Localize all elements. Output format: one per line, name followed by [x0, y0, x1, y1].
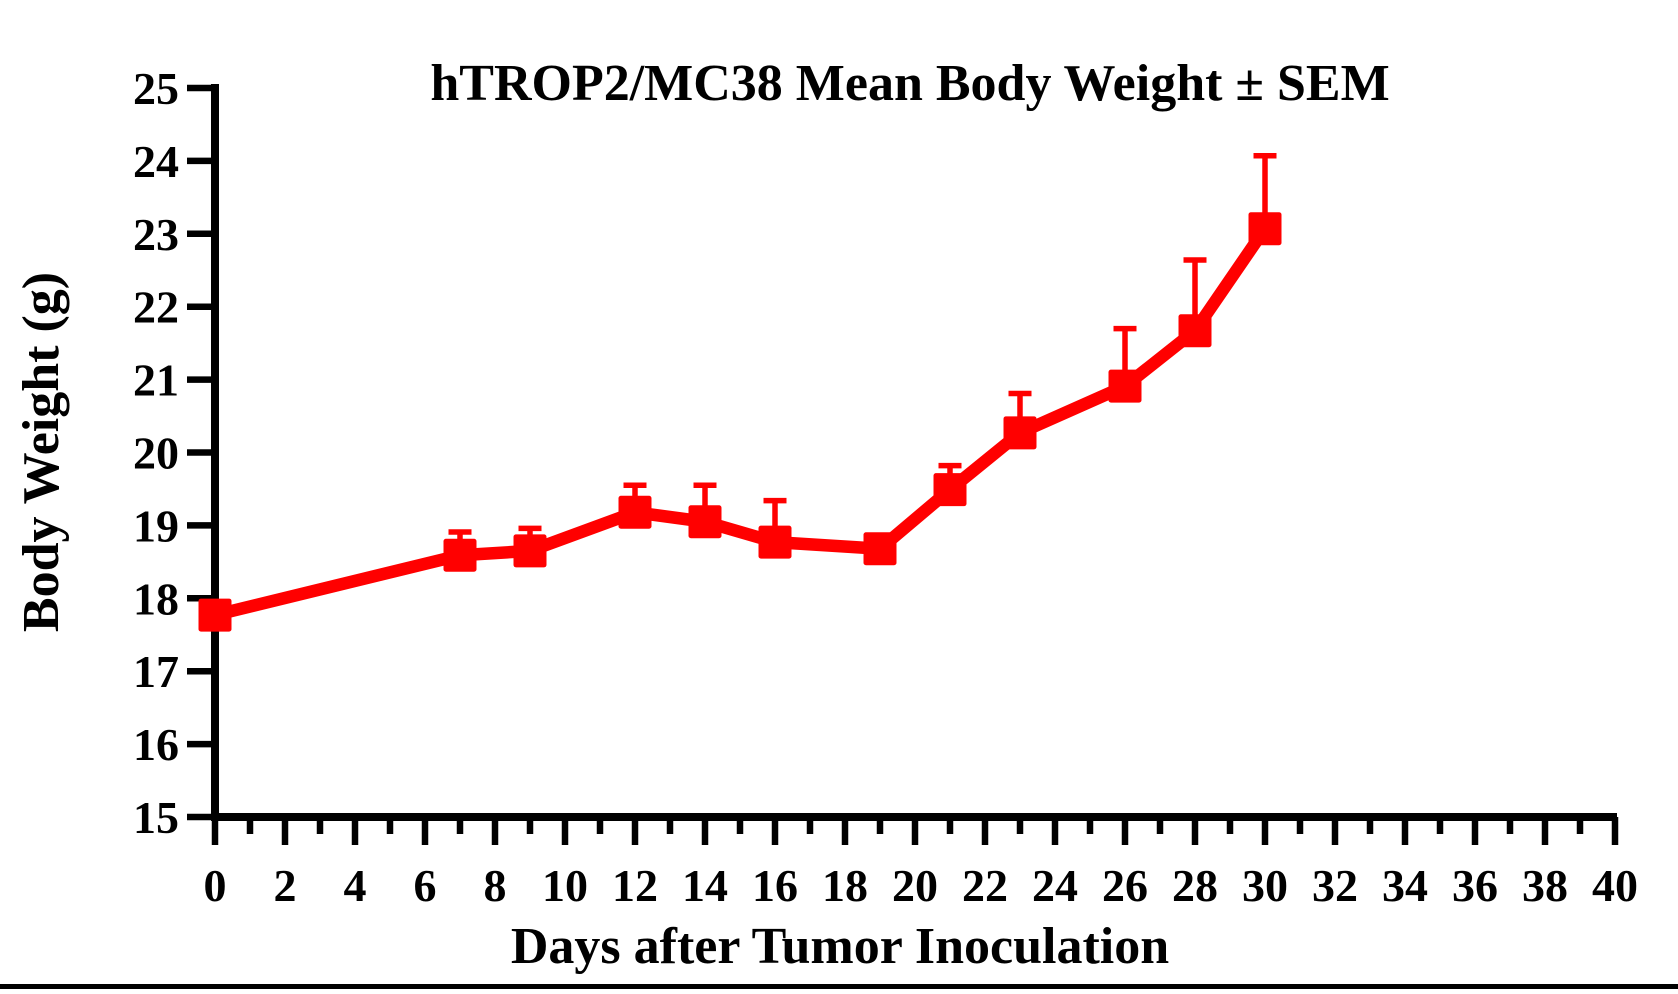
x-tick-label: 26: [1102, 860, 1148, 911]
y-tick-label: 22: [133, 282, 179, 333]
y-tick-label: 16: [133, 719, 179, 770]
data-point-day-12: [618, 495, 652, 529]
x-tick-label: 24: [1032, 860, 1078, 911]
x-tick-label: 20: [892, 860, 938, 911]
x-tick-label: 40: [1592, 860, 1638, 911]
data-point-day-19: [863, 532, 897, 566]
data-point-day-7: [443, 538, 477, 572]
data-point-day-23: [1003, 416, 1037, 450]
tick-labels-layer: 0 2 4 6 8 10 12 14 16 18 20 22 24 26 28 30 32 34 36 38 40151…: [133, 63, 1638, 911]
y-tick-label: 24: [133, 136, 179, 187]
x-tick-label: 32: [1312, 860, 1358, 911]
y-tick-label: 20: [133, 428, 179, 479]
x-tick-label: 34: [1382, 860, 1428, 911]
data-point-day-0: [198, 598, 232, 632]
x-tick-label: 18: [822, 860, 868, 911]
data-point-day-30: [1248, 212, 1282, 246]
data-point-day-26: [1108, 369, 1142, 403]
y-tick-label: 17: [133, 646, 179, 697]
x-tick-label: 30: [1242, 860, 1288, 911]
y-tick-label: 25: [133, 63, 179, 114]
x-tick-label: 12: [612, 860, 658, 911]
x-tick-label: 38: [1522, 860, 1568, 911]
x-tick-label: 14: [682, 860, 728, 911]
data-point-day-21: [933, 473, 967, 507]
y-tick-label: 21: [133, 355, 179, 406]
x-tick-label: 22: [962, 860, 1008, 911]
x-tick-label: 16: [752, 860, 798, 911]
x-tick-label: 36: [1452, 860, 1498, 911]
x-tick-label: 6: [414, 860, 437, 911]
x-tick-label: 2: [274, 860, 297, 911]
x-tick-label: 0: [204, 860, 227, 911]
x-tick-label: 10: [542, 860, 588, 911]
x-axis-label: Days after Tumor Inoculation: [511, 918, 1169, 975]
series-line: [213, 225, 1271, 622]
data-point-day-16: [758, 525, 792, 559]
series-hTROP2/MC38 mean body weight: [198, 153, 1282, 632]
x-tick-label: 4: [344, 860, 367, 911]
data-point-day-28: [1178, 314, 1212, 348]
y-axis-label: Body Weight (g): [13, 272, 70, 632]
y-tick-label: 18: [133, 573, 179, 624]
x-tick-label: 8: [484, 860, 507, 911]
chart-title: hTROP2/MC38 Mean Body Weight ± SEM: [430, 55, 1389, 112]
data-point-day-9: [513, 534, 547, 568]
y-tick-label: 23: [133, 209, 179, 260]
bottom-rule: [0, 984, 1678, 989]
y-tick-label: 19: [133, 500, 179, 551]
data-point-day-14: [688, 505, 722, 539]
axes-layer: [211, 84, 1617, 821]
series-layer: [198, 153, 1282, 632]
x-tick-label: 28: [1172, 860, 1218, 911]
y-tick-label: 15: [133, 792, 179, 843]
ticks-layer: [187, 84, 1619, 845]
